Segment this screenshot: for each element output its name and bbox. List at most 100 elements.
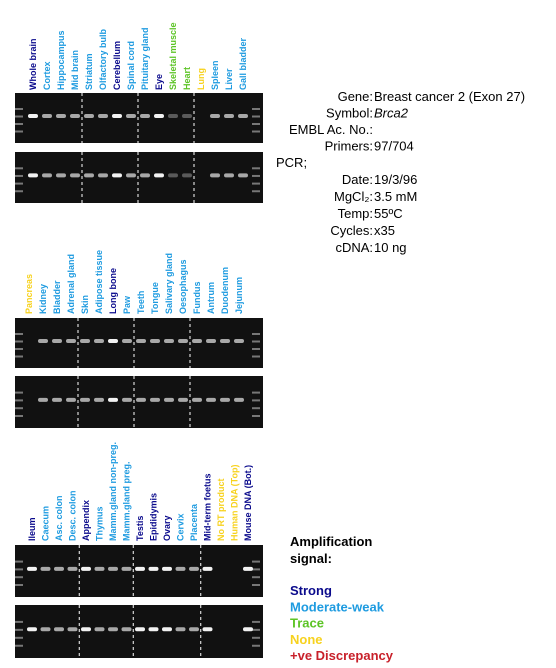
lane-label: Gall bladder	[238, 37, 248, 90]
lane-label: Placenta	[189, 503, 199, 541]
marker-band	[15, 399, 23, 402]
lane-label: Asc. colon	[54, 495, 64, 541]
band	[80, 397, 90, 402]
band	[108, 339, 118, 343]
band	[189, 627, 199, 632]
lane-label: Tongue	[150, 282, 160, 314]
info-label: Symbol:	[326, 106, 373, 121]
lane-label: Cervix	[176, 513, 186, 541]
lane-label: Appendix	[81, 500, 91, 541]
band	[189, 566, 199, 571]
marker-band	[252, 391, 260, 394]
marker-band	[15, 355, 23, 358]
band	[70, 114, 80, 118]
lane-label: Mamm.gland non-preg.	[108, 442, 118, 541]
band	[220, 339, 230, 343]
band	[42, 173, 52, 178]
band	[94, 627, 105, 632]
band	[182, 173, 192, 178]
band	[206, 339, 216, 343]
band	[122, 397, 132, 402]
lane-label: Mamm.gland preg.	[122, 461, 132, 541]
marker-band	[252, 333, 260, 335]
band	[28, 114, 38, 118]
band	[108, 627, 118, 632]
band	[150, 397, 160, 402]
info-value: x35	[374, 223, 395, 238]
band	[202, 566, 213, 571]
marker-band	[15, 115, 23, 118]
marker-band	[252, 167, 260, 170]
lane-label: Spleen	[210, 60, 220, 90]
lane-label: Mouse DNA (Bot.)	[243, 465, 253, 541]
band	[108, 397, 118, 402]
band	[154, 173, 164, 178]
marker-band	[15, 190, 23, 193]
info-label: Cycles:	[330, 223, 373, 238]
band	[112, 114, 122, 118]
lane-label: Caecum	[41, 506, 51, 541]
band	[148, 627, 159, 632]
marker-band	[252, 636, 260, 639]
info-value: 19/3/96	[374, 172, 417, 187]
marker-band	[15, 560, 23, 563]
legend-entry: Moderate-weak	[290, 599, 385, 614]
band	[234, 339, 244, 343]
band	[94, 566, 105, 571]
band	[70, 173, 80, 178]
band	[224, 173, 234, 178]
band	[135, 627, 145, 632]
lane-label: Skeletal muscle	[168, 22, 178, 90]
band	[52, 339, 62, 343]
band	[148, 566, 159, 571]
lane-label: Hippocampus	[56, 30, 66, 90]
band	[192, 397, 202, 402]
lane-label: Epididymis	[149, 493, 159, 541]
info-label: Gene:	[338, 89, 373, 104]
band	[56, 114, 66, 118]
gel	[15, 93, 263, 143]
legend-entry: Strong	[290, 583, 332, 598]
marker-band	[252, 568, 260, 571]
lane-label: Adrenal gland	[66, 254, 76, 314]
band	[164, 339, 174, 343]
band	[54, 566, 64, 571]
lane-label: Skin	[80, 295, 90, 314]
lane-label: Whole brain	[28, 39, 38, 91]
marker-band	[252, 628, 260, 631]
band	[121, 566, 132, 571]
band	[192, 339, 202, 343]
marker-band	[15, 568, 23, 571]
band	[234, 397, 244, 402]
lane-label: Salivary gland	[164, 253, 174, 314]
band	[243, 627, 253, 632]
band	[210, 173, 220, 178]
marker-band	[15, 407, 23, 410]
band	[66, 339, 76, 343]
band	[122, 339, 132, 343]
marker-band	[15, 415, 23, 417]
lane-label: Eye	[154, 74, 164, 90]
band	[168, 114, 178, 118]
band	[94, 397, 104, 402]
marker-band	[15, 348, 23, 350]
band	[238, 114, 248, 118]
marker-band	[15, 182, 23, 185]
band	[94, 339, 104, 343]
band	[28, 173, 38, 178]
lane-label: Bladder	[52, 280, 62, 314]
marker-band	[15, 636, 23, 639]
info-label: Date:	[342, 172, 373, 187]
band	[224, 114, 234, 118]
lane-label: Adipose tissue	[94, 250, 104, 314]
lane-label: Fundus	[192, 282, 202, 315]
marker-band	[15, 333, 23, 335]
band	[136, 339, 146, 343]
marker-band	[252, 560, 260, 563]
band	[67, 627, 78, 632]
marker-band	[15, 620, 23, 623]
lane-label: Thymus	[95, 506, 105, 541]
band	[162, 566, 172, 571]
marker-band	[252, 644, 260, 647]
